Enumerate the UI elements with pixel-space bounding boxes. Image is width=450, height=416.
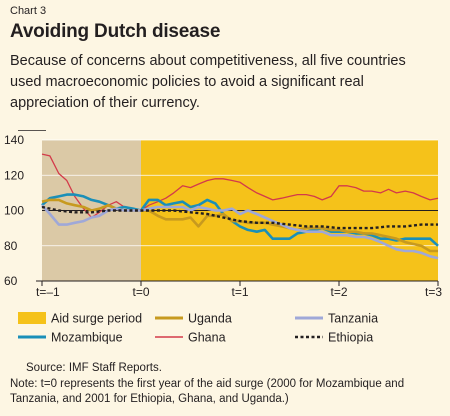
x-tick-label-1: t=0: [132, 285, 149, 299]
series-ethiopia: [41, 205, 438, 230]
x-tick-label-0: t=–1: [36, 285, 60, 299]
chart-title: Avoiding Dutch disease: [10, 21, 221, 42]
legend-swatch-aid_surge: [18, 312, 46, 324]
x-tick-label-3: t=2: [330, 285, 347, 299]
legend-label-ghana: Ghana: [188, 331, 226, 345]
x-tick-label-2: t=1: [231, 285, 248, 299]
legend-label-reference: Reference line = 100: [51, 130, 167, 133]
legend-label-ethiopia: Ethiopia: [328, 331, 373, 345]
y-tick-label-120: 120: [4, 168, 24, 182]
line-chart: 60 80 100 120 140 t=–1 t=0 t=1 t=2 t=3 Aid surge …: [4, 130, 442, 345]
y-tick-label-140: 140: [4, 133, 24, 147]
chart-number: Chart 3: [10, 5, 47, 17]
y-tick-label-60: 60: [4, 274, 18, 288]
legend-label-mozambique: Mozambique: [51, 331, 123, 345]
x-tick-label-4: t=3: [425, 285, 442, 299]
y-tick-label-100: 100: [4, 204, 24, 218]
y-tick-label-80: 80: [4, 239, 18, 253]
chart-subtitle: Because of concerns about competitivenes…: [10, 53, 406, 111]
legend-label-aid_surge: Aid surge period: [51, 312, 142, 326]
legend-label-uganda: Uganda: [188, 312, 232, 326]
source-note: Source: IMF Staff Reports.: [26, 362, 162, 374]
legend-label-tanzania: Tanzania: [328, 312, 378, 326]
footnote: Note: t=0 represents the first year of t…: [10, 378, 405, 405]
